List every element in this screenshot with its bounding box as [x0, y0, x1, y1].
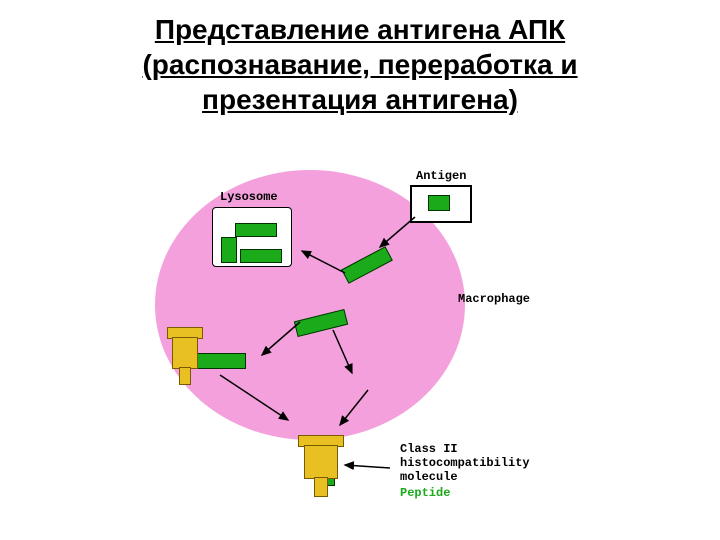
macrophage-label: Macrophage	[458, 293, 530, 307]
antigen-fragment	[221, 237, 237, 263]
peptide-label: Peptide	[400, 487, 450, 501]
title-line-3: презентация антигена)	[202, 84, 518, 115]
mhc-bottom-body	[304, 445, 338, 479]
arrow	[345, 465, 390, 468]
antigen-presentation-diagram: Lysosome Antigen Macrophage Class II his…	[120, 165, 600, 525]
class2-line-1: Class II	[400, 442, 458, 456]
antigen-fragment	[240, 249, 282, 263]
antigen-label: Antigen	[416, 170, 466, 184]
page-title: Представление антигена АПК (распознавани…	[0, 0, 720, 117]
lysosome-label: Lysosome	[220, 191, 278, 205]
class2-label: Class II histocompatibility molecule	[400, 443, 530, 484]
antigen-fragment	[190, 353, 246, 369]
mhc-left-stem	[179, 367, 191, 385]
title-line-2: (распознавание, переработка и	[142, 49, 577, 80]
class2-line-2: histocompatibility	[400, 456, 530, 470]
class2-line-3: molecule	[400, 470, 458, 484]
antigen-fragment	[235, 223, 277, 237]
mhc-bottom-stem	[314, 477, 328, 497]
mhc-left-body	[172, 337, 198, 369]
antigen-fragment	[428, 195, 450, 211]
title-line-1: Представление антигена АПК	[155, 14, 565, 45]
